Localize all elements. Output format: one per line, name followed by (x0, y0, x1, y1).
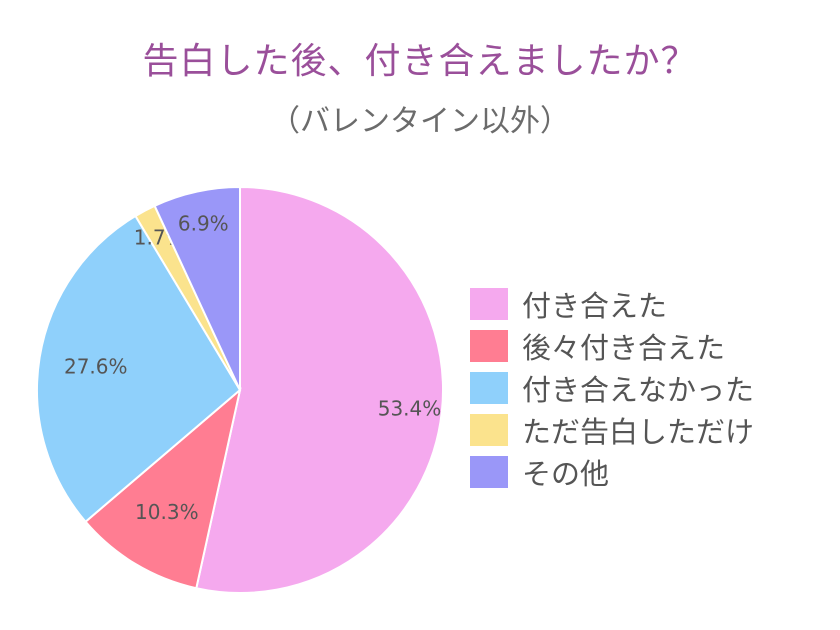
chart-title: 告白した後、付き合えましたか？ (142, 41, 698, 82)
legend-item[interactable]: 付き合えなかった (470, 367, 754, 409)
legend-swatch (470, 414, 508, 446)
slice-value-label: 53.4% (378, 396, 442, 420)
legend-label: ただ告白しただけ (522, 415, 755, 449)
legend-item[interactable]: 後々付き合えた (470, 325, 754, 367)
chart-subtitle: （バレンタイン以外） (270, 104, 570, 139)
pie-slice[interactable] (84, 387, 242, 590)
slice-value-label: 6.9% (178, 211, 229, 235)
legend-swatch (470, 372, 508, 404)
legend-item[interactable]: ただ告白しただけ (470, 409, 754, 451)
pie-slice[interactable] (153, 185, 241, 391)
legend-label: その他 (522, 457, 610, 491)
legend-swatch (470, 288, 508, 320)
slice-value-label: 27.6% (64, 354, 128, 378)
legend-item[interactable]: 付き合えた (470, 283, 754, 325)
legend-item[interactable]: その他 (470, 451, 754, 493)
legend-label: 付き合えなかった (522, 373, 755, 407)
slice-value-label: 10.3% (135, 500, 199, 524)
legend-label: 後々付き合えた (522, 331, 726, 365)
legend: 付き合えた 後々付き合えた 付き合えなかった ただ告白しただけ その他 (470, 283, 754, 493)
legend-label: 付き合えた (522, 289, 668, 323)
pie-slice[interactable] (195, 185, 444, 594)
legend-swatch (470, 456, 508, 488)
pie-slice[interactable] (36, 214, 242, 524)
legend-swatch (470, 330, 508, 362)
